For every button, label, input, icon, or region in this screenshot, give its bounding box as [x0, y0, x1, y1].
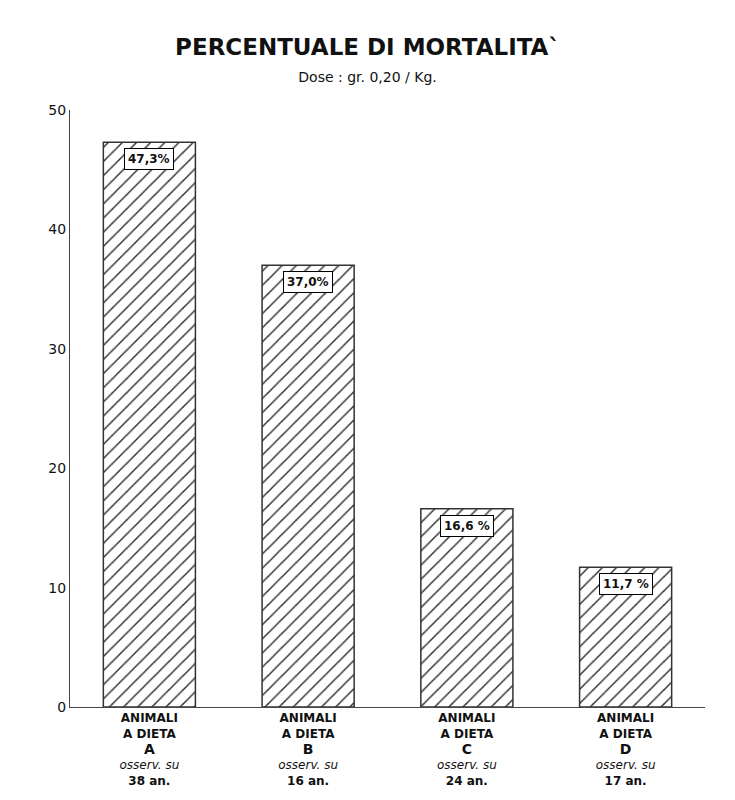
- svg-text:37,0%: 37,0%: [287, 275, 329, 289]
- svg-text:ANIMALIA DIETAAosserv. su38 an: ANIMALIA DIETAAosserv. su38 an.: [119, 711, 179, 787]
- svg-text:PERCENTUALE DI MORTALITA`: PERCENTUALE DI MORTALITA`: [175, 34, 560, 60]
- svg-text:0: 0: [57, 699, 66, 715]
- svg-text:ANIMALIA DIETADosserv. su17 an: ANIMALIA DIETADosserv. su17 an.: [596, 711, 656, 787]
- svg-text:30: 30: [48, 341, 66, 357]
- svg-text:50: 50: [48, 102, 66, 118]
- svg-text:11,7 %: 11,7 %: [603, 577, 649, 591]
- svg-text:20: 20: [48, 460, 66, 476]
- svg-text:16,6 %: 16,6 %: [444, 519, 490, 533]
- svg-text:40: 40: [48, 221, 66, 237]
- svg-text:Dose : gr. 0,20 / Kg.: Dose : gr. 0,20 / Kg.: [298, 69, 436, 85]
- svg-text:ANIMALIA DIETACosserv. su24 an: ANIMALIA DIETACosserv. su24 an.: [437, 711, 497, 787]
- svg-text:10: 10: [48, 580, 66, 596]
- svg-text:ANIMALIA DIETABosserv. su16 an: ANIMALIA DIETABosserv. su16 an.: [278, 711, 338, 787]
- svg-text:47,3%: 47,3%: [128, 152, 170, 166]
